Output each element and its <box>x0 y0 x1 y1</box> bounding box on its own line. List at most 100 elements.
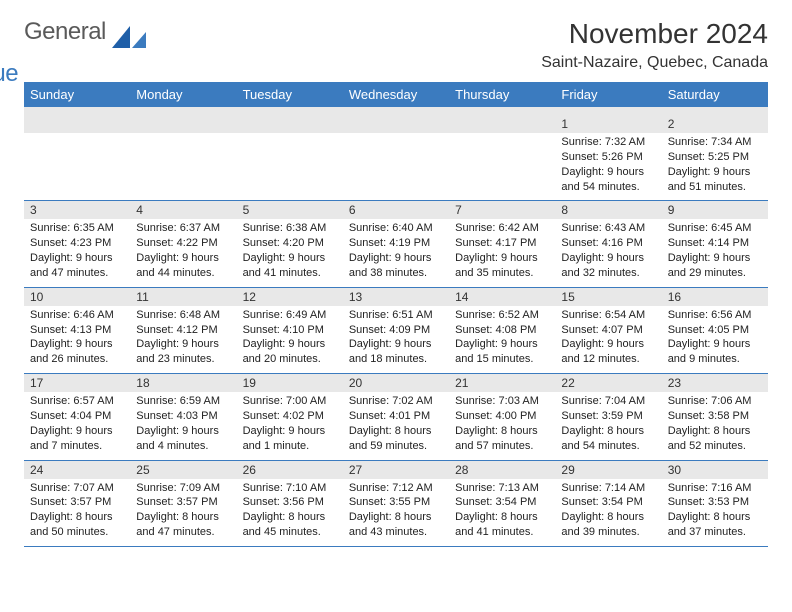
sunrise-text: Sunrise: 6:38 AM <box>243 221 337 236</box>
day-number: 17 <box>24 374 130 392</box>
day-data <box>130 133 236 191</box>
daylight-text: Daylight: 8 hours and 43 minutes. <box>349 510 443 540</box>
day-number: 20 <box>343 374 449 392</box>
sunrise-text: Sunrise: 6:54 AM <box>561 308 655 323</box>
daylight-text: Daylight: 9 hours and 32 minutes. <box>561 251 655 281</box>
sunset-text: Sunset: 4:01 PM <box>349 409 443 424</box>
day-number <box>237 115 343 133</box>
sunrise-text: Sunrise: 7:14 AM <box>561 481 655 496</box>
calendar-cell: 12Sunrise: 6:49 AMSunset: 4:10 PMDayligh… <box>237 287 343 373</box>
sunset-text: Sunset: 4:08 PM <box>455 323 549 338</box>
sunset-text: Sunset: 4:20 PM <box>243 236 337 251</box>
sunrise-text: Sunrise: 6:56 AM <box>668 308 762 323</box>
calendar-cell: 7Sunrise: 6:42 AMSunset: 4:17 PMDaylight… <box>449 201 555 287</box>
day-number: 26 <box>237 461 343 479</box>
calendar-week-row: 3Sunrise: 6:35 AMSunset: 4:23 PMDaylight… <box>24 201 768 287</box>
day-data: Sunrise: 7:00 AMSunset: 4:02 PMDaylight:… <box>237 392 343 459</box>
day-number: 4 <box>130 201 236 219</box>
calendar-cell: 4Sunrise: 6:37 AMSunset: 4:22 PMDaylight… <box>130 201 236 287</box>
calendar-week-row: 10Sunrise: 6:46 AMSunset: 4:13 PMDayligh… <box>24 287 768 373</box>
col-sunday: Sunday <box>24 82 130 107</box>
calendar-week-row: 24Sunrise: 7:07 AMSunset: 3:57 PMDayligh… <box>24 460 768 546</box>
day-number: 27 <box>343 461 449 479</box>
sunrise-text: Sunrise: 6:43 AM <box>561 221 655 236</box>
sunrise-text: Sunrise: 6:51 AM <box>349 308 443 323</box>
calendar-cell: 17Sunrise: 6:57 AMSunset: 4:04 PMDayligh… <box>24 374 130 460</box>
daylight-text: Daylight: 8 hours and 39 minutes. <box>561 510 655 540</box>
day-data: Sunrise: 6:59 AMSunset: 4:03 PMDaylight:… <box>130 392 236 459</box>
calendar-cell <box>130 115 236 201</box>
col-saturday: Saturday <box>662 82 768 107</box>
col-friday: Friday <box>555 82 661 107</box>
day-number: 22 <box>555 374 661 392</box>
sunset-text: Sunset: 4:10 PM <box>243 323 337 338</box>
day-data: Sunrise: 7:32 AMSunset: 5:26 PMDaylight:… <box>555 133 661 200</box>
sunrise-text: Sunrise: 6:57 AM <box>30 394 124 409</box>
daylight-text: Daylight: 9 hours and 38 minutes. <box>349 251 443 281</box>
calendar-cell <box>449 115 555 201</box>
calendar-body: 1Sunrise: 7:32 AMSunset: 5:26 PMDaylight… <box>24 115 768 546</box>
day-data: Sunrise: 6:42 AMSunset: 4:17 PMDaylight:… <box>449 219 555 286</box>
daylight-text: Daylight: 9 hours and 23 minutes. <box>136 337 230 367</box>
sunset-text: Sunset: 3:54 PM <box>561 495 655 510</box>
sunset-text: Sunset: 4:14 PM <box>668 236 762 251</box>
sunset-text: Sunset: 3:58 PM <box>668 409 762 424</box>
sunset-text: Sunset: 4:07 PM <box>561 323 655 338</box>
sunset-text: Sunset: 3:59 PM <box>561 409 655 424</box>
sunset-text: Sunset: 4:17 PM <box>455 236 549 251</box>
day-data: Sunrise: 6:56 AMSunset: 4:05 PMDaylight:… <box>662 306 768 373</box>
calendar-cell: 29 Sunrise: 7:14 AMSunset: 3:54 PMDayligh… <box>555 460 661 546</box>
day-data <box>343 133 449 191</box>
day-number: 24 <box>24 461 130 479</box>
sunset-text: Sunset: 4:05 PM <box>668 323 762 338</box>
daylight-text: Daylight: 8 hours and 47 minutes. <box>136 510 230 540</box>
daylight-text: Daylight: 8 hours and 50 minutes. <box>30 510 124 540</box>
sunset-text: Sunset: 5:25 PM <box>668 150 762 165</box>
daylight-text: Daylight: 9 hours and 41 minutes. <box>243 251 337 281</box>
calendar-cell: 30Sunrise: 7:16 AMSunset: 3:53 PMDayligh… <box>662 460 768 546</box>
day-number: 11 <box>130 288 236 306</box>
col-tuesday: Tuesday <box>237 82 343 107</box>
calendar-cell: 3Sunrise: 6:35 AMSunset: 4:23 PMDaylight… <box>24 201 130 287</box>
day-number: 25 <box>130 461 236 479</box>
day-number: 13 <box>343 288 449 306</box>
sunrise-text: Sunrise: 7:10 AM <box>243 481 337 496</box>
daylight-text: Daylight: 9 hours and 54 minutes. <box>561 165 655 195</box>
day-number: 9 <box>662 201 768 219</box>
day-data: Sunrise: 7:02 AMSunset: 4:01 PMDaylight:… <box>343 392 449 459</box>
sunset-text: Sunset: 4:22 PM <box>136 236 230 251</box>
day-data: Sunrise: 6:38 AMSunset: 4:20 PMDaylight:… <box>237 219 343 286</box>
day-number: 30 <box>662 461 768 479</box>
day-data: Sunrise: 6:54 AMSunset: 4:07 PMDaylight:… <box>555 306 661 373</box>
day-data: Sunrise: 6:52 AMSunset: 4:08 PMDaylight:… <box>449 306 555 373</box>
day-number: 1 <box>555 115 661 133</box>
day-number: 21 <box>449 374 555 392</box>
daylight-text: Daylight: 8 hours and 37 minutes. <box>668 510 762 540</box>
day-number: 29 <box>555 461 661 479</box>
calendar-cell <box>343 115 449 201</box>
sunset-text: Sunset: 4:12 PM <box>136 323 230 338</box>
calendar-cell: 16Sunrise: 6:56 AMSunset: 4:05 PMDayligh… <box>662 287 768 373</box>
day-data: Sunrise: 6:45 AMSunset: 4:14 PMDaylight:… <box>662 219 768 286</box>
day-data: Sunrise: 7:12 AMSunset: 3:55 PMDaylight:… <box>343 479 449 546</box>
day-data: Sunrise: 7:04 AMSunset: 3:59 PMDaylight:… <box>555 392 661 459</box>
calendar-table: Sunday Monday Tuesday Wednesday Thursday… <box>24 82 768 547</box>
day-data: Sunrise: 6:57 AMSunset: 4:04 PMDaylight:… <box>24 392 130 459</box>
daylight-text: Daylight: 9 hours and 29 minutes. <box>668 251 762 281</box>
day-data <box>24 133 130 191</box>
day-number: 12 <box>237 288 343 306</box>
logo-sail-icon <box>112 26 146 48</box>
sunset-text: Sunset: 4:09 PM <box>349 323 443 338</box>
day-number: 28 <box>449 461 555 479</box>
sunset-text: Sunset: 3:55 PM <box>349 495 443 510</box>
col-wednesday: Wednesday <box>343 82 449 107</box>
day-data: Sunrise: 6:43 AMSunset: 4:16 PMDaylight:… <box>555 219 661 286</box>
col-monday: Monday <box>130 82 236 107</box>
day-number <box>24 115 130 133</box>
spacer-row <box>24 107 768 115</box>
daylight-text: Daylight: 9 hours and 20 minutes. <box>243 337 337 367</box>
day-number: 6 <box>343 201 449 219</box>
calendar-cell <box>24 115 130 201</box>
day-header-row: Sunday Monday Tuesday Wednesday Thursday… <box>24 82 768 107</box>
day-data: Sunrise: 7:06 AMSunset: 3:58 PMDaylight:… <box>662 392 768 459</box>
